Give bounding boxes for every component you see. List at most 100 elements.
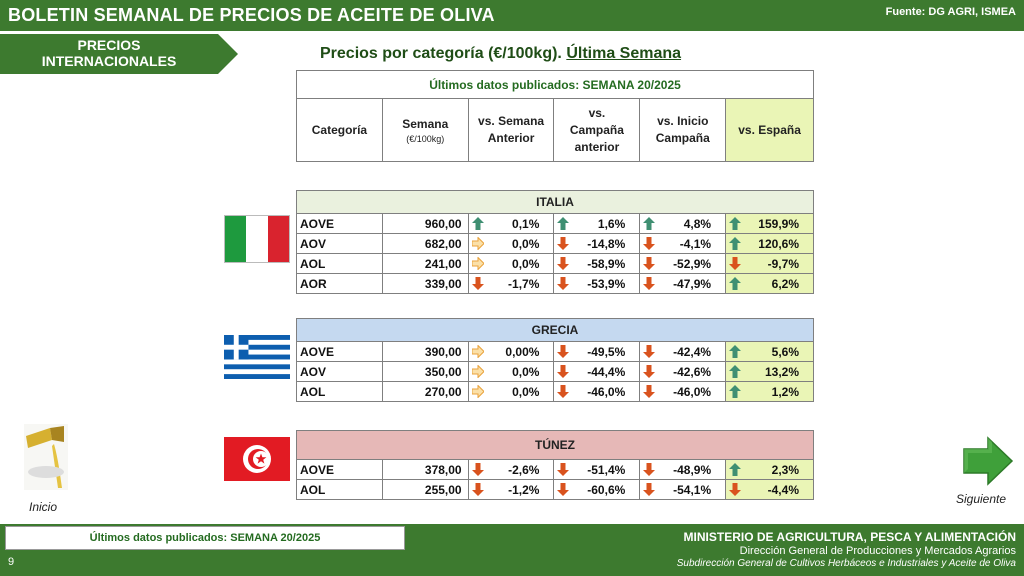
vs-campana-cell: -14,8% — [553, 233, 641, 254]
arrow-down-icon — [729, 257, 742, 270]
tunisia-flag-icon — [224, 437, 290, 481]
arrow-up-icon — [729, 237, 742, 250]
arrow-down-icon — [557, 257, 570, 270]
page-number: 9 — [8, 556, 15, 568]
vs-semana-cell: 0,0% — [467, 381, 555, 402]
vs-inicio-cell: -54,1% — [639, 479, 727, 500]
category-cell: AOL — [296, 381, 383, 402]
section-tag-line2: INTERNACIONALES — [41, 53, 177, 69]
arrow-up-icon — [471, 217, 484, 230]
price-cell: 378,00 — [381, 459, 469, 480]
ministry-name: MINISTERIO DE AGRICULTURA, PESCA Y ALIME… — [683, 530, 1016, 544]
category-cell: AOV — [296, 233, 383, 254]
table-row: AOL 255,00 -1,2% -60,6% -54,1% -4,4% — [296, 479, 814, 500]
price-cell: 270,00 — [381, 381, 469, 402]
heading-underlined: Última Semana — [566, 45, 682, 62]
arrow-down-icon — [643, 365, 656, 378]
siguiente-label[interactable]: Siguiente — [956, 492, 1007, 506]
arrow-down-icon — [471, 483, 484, 496]
arrow-down-icon — [643, 277, 656, 290]
ministry-block: MINISTERIO DE AGRICULTURA, PESCA Y ALIME… — [677, 530, 1016, 569]
price-cell: 682,00 — [381, 233, 469, 254]
arrow-down-icon — [557, 483, 570, 496]
vs-campana-cell: -58,9% — [553, 253, 641, 274]
table-row: AOL 270,00 0,0% -46,0% -46,0% 1,2% — [296, 381, 814, 402]
vs-semana-cell: -2,6% — [467, 459, 555, 480]
arrow-up-icon — [729, 345, 742, 358]
arrow-up-icon — [729, 277, 742, 290]
vs-campana-cell: -46,0% — [553, 381, 641, 402]
price-cell: 390,00 — [381, 341, 469, 362]
price-cell: 960,00 — [381, 213, 469, 234]
country-header-tunez: TÚNEZ — [296, 430, 814, 460]
latest-data-header: Últimos datos publicados: SEMANA 20/2025 — [296, 70, 814, 99]
arrow-right-icon — [471, 364, 485, 379]
category-cell: AOVE — [296, 341, 383, 362]
country-header-grecia: GRECIA — [296, 318, 814, 342]
italy-flag-icon — [224, 215, 290, 263]
vs-espana-cell: 120,6% — [725, 233, 814, 254]
arrow-up-icon — [557, 217, 570, 230]
arrow-down-icon — [471, 463, 484, 476]
price-cell: 339,00 — [381, 273, 469, 294]
grecia-table: GRECIA AOVE 390,00 0,00% -49,5% -42,4% 5… — [296, 318, 814, 402]
greece-flag-icon — [224, 335, 290, 379]
vs-espana-cell: 1,2% — [725, 381, 814, 402]
vs-semana-cell: -1,7% — [467, 273, 555, 294]
source-label: Fuente: DG AGRI, ISMEA — [885, 6, 1016, 18]
price-cell: 255,00 — [381, 479, 469, 500]
direccion-general: Dirección General de Producciones y Merc… — [739, 545, 1016, 557]
vs-inicio-cell: -4,1% — [639, 233, 727, 254]
arrow-right-icon — [471, 344, 485, 359]
arrow-up-icon — [729, 463, 742, 476]
category-cell: AOVE — [296, 459, 383, 480]
arrow-down-icon — [643, 385, 656, 398]
table-row: AOVE 378,00 -2,6% -51,4% -48,9% 2,3% — [296, 459, 814, 480]
arrow-down-icon — [557, 345, 570, 358]
arrow-right-icon — [471, 256, 485, 271]
vs-inicio-cell: -52,9% — [639, 253, 727, 274]
inicio-label[interactable]: Inicio — [29, 500, 58, 514]
vs-semana-cell: 0,1% — [467, 213, 555, 234]
vs-semana-cell: 0,00% — [467, 341, 555, 362]
vs-inicio-cell: -46,0% — [639, 381, 727, 402]
italia-table: ITALIA AOVE 960,00 0,1% 1,6% 4,8% 159,9%… — [296, 190, 814, 294]
inicio-button[interactable] — [24, 424, 68, 490]
vs-espana-cell: -9,7% — [725, 253, 814, 274]
vs-espana-cell: -4,4% — [725, 479, 814, 500]
vs-espana-cell: 6,2% — [725, 273, 814, 294]
page-title: BOLETIN SEMANAL DE PRECIOS DE ACEITE DE … — [8, 5, 495, 25]
siguiente-arrow-icon[interactable] — [962, 436, 1014, 486]
section-arrow-shape — [0, 34, 238, 74]
arrow-down-icon — [643, 463, 656, 476]
col-vs-campana-anterior: vs. Campaña anterior — [553, 98, 641, 162]
section-tag: PRECIOS INTERNACIONALES — [0, 34, 240, 74]
vs-espana-cell: 159,9% — [725, 213, 814, 234]
arrow-down-icon — [557, 365, 570, 378]
vs-campana-cell: -53,9% — [553, 273, 641, 294]
col-vs-semana-anterior: vs. Semana Anterior — [467, 98, 555, 162]
table-row: AOL 241,00 0,0% -58,9% -52,9% -9,7% — [296, 253, 814, 274]
vs-campana-cell: -60,6% — [553, 479, 641, 500]
vs-semana-cell: 0,0% — [467, 361, 555, 382]
arrow-down-icon — [643, 345, 656, 358]
vs-espana-cell: 13,2% — [725, 361, 814, 382]
vs-campana-cell: 1,6% — [553, 213, 641, 234]
category-cell: AOVE — [296, 213, 383, 234]
col-vs-espana: vs. España — [725, 98, 814, 162]
arrow-down-icon — [557, 385, 570, 398]
heading-main: Precios por categoría (€/100kg). — [320, 45, 567, 62]
title-bar: BOLETIN SEMANAL DE PRECIOS DE ACEITE DE … — [0, 0, 1024, 31]
arrow-down-icon — [471, 277, 484, 290]
column-header-table: Últimos datos publicados: SEMANA 20/2025… — [296, 70, 814, 162]
country-header-italia: ITALIA — [296, 190, 814, 214]
section-tag-line1: PRECIOS — [77, 37, 141, 53]
arrow-up-icon — [729, 385, 742, 398]
arrow-down-icon — [557, 237, 570, 250]
vs-inicio-cell: -48,9% — [639, 459, 727, 480]
vs-inicio-cell: -47,9% — [639, 273, 727, 294]
table-row: AOVE 960,00 0,1% 1,6% 4,8% 159,9% — [296, 213, 814, 234]
col-vs-inicio-campana: vs. Inicio Campaña — [639, 98, 727, 162]
arrow-down-icon — [557, 277, 570, 290]
vs-semana-cell: 0,0% — [467, 233, 555, 254]
